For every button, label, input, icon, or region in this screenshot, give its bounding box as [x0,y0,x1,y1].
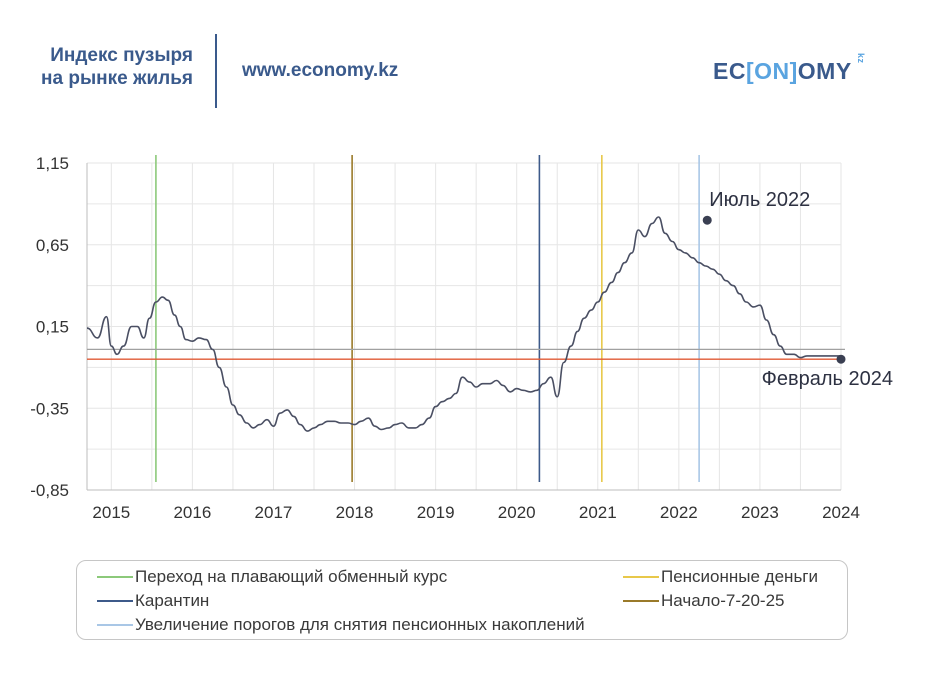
x-tick-label: 2015 [92,503,130,522]
legend-swatch-float [97,576,133,578]
x-tick-label: 2019 [417,503,455,522]
legend-swatch-quarantine [97,600,133,602]
logo-part-3: OMY [797,58,852,84]
y-tick-label: 0,65 [36,236,69,255]
y-tick-label: 1,15 [36,154,69,173]
annotation-label: Июль 2022 [709,189,810,211]
x-tick-label: 2023 [741,503,779,522]
legend-label-thresholds: Увеличение порогов для снятия пенсионных… [135,615,585,634]
legend-label-pension: Пенсионные деньги [661,567,819,586]
legend-label-7-20-25: Начало-7-20-25 [661,591,785,610]
legend-item-7-20-25: Начало-7-20-25 [623,591,785,611]
chart-title: Индекс пузыря на рынке жилья [18,44,193,90]
logo-part-2: [ON] [745,58,798,84]
legend-item-pension: Пенсионные деньги [623,567,818,587]
x-tick-label: 2016 [173,503,211,522]
title-line-2: на рынке жилья [41,68,193,89]
annotation-point [702,215,712,225]
legend-item-quarantine: Карантин [97,591,209,611]
y-tick-label: -0,85 [30,481,69,500]
x-tick-label: 2020 [498,503,536,522]
legend-swatch-pension [623,576,659,578]
logo-part-1: EC [713,58,746,84]
y-tick-label: 0,15 [36,318,69,337]
economy-logo[interactable]: EC[ON]OMY kz [713,53,866,85]
chart-legend: Переход на плавающий обменный курс Каран… [76,560,848,640]
x-tick-label: 2024 [822,503,860,522]
x-tick-label: 2017 [255,503,293,522]
header-divider [215,34,217,108]
legend-label-quarantine: Карантин [135,591,210,610]
annotation-point [836,354,846,364]
site-url[interactable]: www.economy.kz [242,60,399,81]
legend-swatch-7-20-25 [623,600,659,602]
x-tick-label: 2018 [336,503,374,522]
legend-item-float: Переход на плавающий обменный курс [97,567,447,587]
x-tick-label: 2021 [579,503,617,522]
title-line-1: Индекс пузыря [50,45,193,66]
x-tick-label: 2022 [660,503,698,522]
legend-swatch-thresholds [97,624,133,626]
legend-label-float: Переход на плавающий обменный курс [135,567,448,586]
legend-item-thresholds: Увеличение порогов для снятия пенсионных… [97,615,585,635]
series-line [86,216,841,432]
annotation-label: Февраль 2024 [762,368,893,390]
y-tick-label: -0,35 [30,399,69,418]
